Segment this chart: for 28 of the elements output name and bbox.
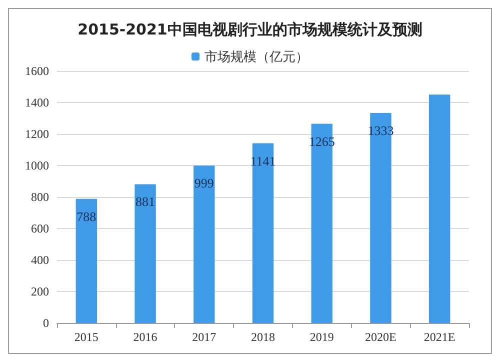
x-tick-label: 2019 xyxy=(310,330,334,344)
bar xyxy=(76,198,98,323)
data-label: 999 xyxy=(194,176,214,191)
data-label: 881 xyxy=(136,194,156,210)
chart-title: 2015-2021中国电视剧行业的市场规模统计及预测 xyxy=(78,20,422,38)
y-tick-label: 1600 xyxy=(25,64,49,78)
y-tick-label: 1000 xyxy=(25,158,49,172)
bar xyxy=(194,166,215,323)
y-tick-label: 400 xyxy=(31,253,49,267)
x-tick-label: 2016 xyxy=(133,330,158,344)
x-tick-label: 2020E xyxy=(365,330,396,344)
bar xyxy=(311,124,332,323)
y-tick-label: 600 xyxy=(31,222,49,236)
data-label: 788 xyxy=(76,208,96,224)
bar xyxy=(134,184,156,323)
bar xyxy=(428,94,450,323)
bar xyxy=(252,143,274,323)
x-tick-label: 2018 xyxy=(251,330,275,344)
bar xyxy=(370,113,392,323)
y-tick-label: 800 xyxy=(31,190,49,204)
y-tick-label: 0 xyxy=(43,316,49,330)
y-tick-label: 1200 xyxy=(25,127,49,141)
x-tick-label: 2015 xyxy=(74,330,98,344)
y-tick-label: 200 xyxy=(31,284,49,298)
x-tick-label: 2017 xyxy=(192,330,216,344)
y-tick-label: 1400 xyxy=(25,96,49,110)
legend-label: 市场规模（亿元） xyxy=(204,49,308,64)
x-tick-label: 2021E xyxy=(424,330,456,344)
